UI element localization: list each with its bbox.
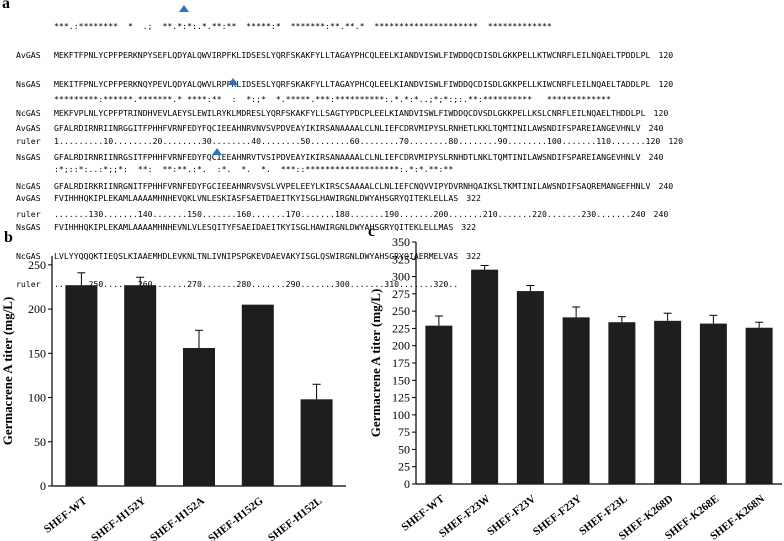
y-tick-label: 250 [28, 258, 46, 272]
seq-name: NcGAS [16, 250, 41, 261]
seq-end: 240 [648, 122, 664, 133]
bar [516, 291, 544, 484]
y-tick-label: 200 [392, 339, 410, 353]
chart-b: 0 50 100 150 200 250 Germacrene A titer (mg/L)… [0, 256, 346, 541]
sequence: FVIHHHQKIPLEKAMLAAAAMHNHEVQKLVNLESKIASFS… [54, 192, 459, 203]
y-tick-label: 75 [398, 425, 410, 439]
x-tick-label: SHEF-WT [42, 495, 90, 536]
mutation-marker-icon [212, 148, 222, 155]
x-tick-label: SHEF-H152G [206, 495, 266, 541]
conservation-line: *********:******.*******.* ****:** : *:;… [54, 94, 612, 105]
y-tick-label: 250 [392, 304, 410, 318]
y-tick-label: 325 [392, 252, 410, 266]
panel-a-label: a [2, 0, 10, 12]
ruler: .......250.......260.......270.......280… [54, 279, 459, 290]
y-tick-label: 225 [392, 321, 410, 335]
sequence-alignment: ***.:******** * .; **.*:*:.*.**:** *****… [16, 0, 683, 289]
bar [300, 399, 333, 486]
seq-name: NcGAS [16, 107, 41, 118]
y-axis-label: Germacrene A titer (mg/L) [370, 289, 383, 438]
bar [183, 348, 215, 486]
sequence: GFALRDIRNRIINRGGITFPHHFVRNFEDYFQCIEEAHNR… [54, 122, 641, 133]
seq-end: 322 [461, 221, 477, 232]
x-tick-label: SHEF-H152A [148, 495, 207, 541]
seq-end: 240 [658, 180, 674, 191]
conservation-line: :*;::*:..:*;;*: **: **:**.:*. :*. *. *. … [54, 164, 454, 175]
conservation-line: ***.:******** * .; **.*:*:.*.**:** *****… [54, 21, 552, 32]
alignment-block-2: *********:******.*******.* ****:** : *:;… [16, 76, 673, 239]
bar [608, 322, 636, 484]
ruler-name: ruler [16, 136, 41, 147]
bar [745, 327, 773, 484]
sequence: GFALRDIRKRIINRGNITFPHHFVRNFEDYFGCIEEAHNR… [54, 180, 651, 191]
x-tick-label: SHEF-F23W [437, 493, 493, 540]
ruler-name: ruler [16, 279, 41, 290]
bar [124, 285, 157, 486]
sequence: MEKFTFPNLYCPFPERKNPYSEFLQDYALQWVIRPFKLID… [54, 49, 651, 60]
bar [654, 320, 682, 484]
sequence: FVIHHHQKIPLEKAMLAAAAMHNHEVNLVLESQITYFSAE… [54, 221, 454, 232]
y-tick-label: 125 [392, 391, 410, 405]
chart-c: 0 25 50 75 100 125 150 175 200 225 250 275 300 325 350… [370, 236, 782, 541]
seq-name: NsGAS [16, 78, 41, 89]
seq-name: NsGAS [16, 221, 41, 232]
bar [425, 325, 453, 484]
ruler: 1.........10........20........30........… [54, 136, 661, 147]
bar [562, 317, 590, 484]
y-tick-label: 275 [392, 287, 410, 301]
sequence: MEKFVPLNLYCPFPTRINDHVEVLAEYSLEWILRYKLMDR… [54, 107, 646, 118]
seq-end: 120 [658, 49, 674, 60]
y-tick-label: 50 [34, 435, 46, 449]
seq-end: 240 [648, 151, 664, 162]
seq-end: 120 [653, 107, 669, 118]
seq-end: 322 [466, 192, 481, 203]
alignment-block-1: ***.:******** * .; **.*:*:.*.**:** *****… [16, 3, 683, 166]
bar [471, 269, 499, 484]
seq-end: 240 [653, 209, 669, 220]
panel-c-label: c [368, 223, 376, 240]
y-tick-label: 25 [398, 460, 410, 474]
seq-name: NsGAS [16, 151, 41, 162]
sequence: MEKITFPNLYCPFPERKNQYPEVLQDYALQWVLRPFKLID… [54, 78, 651, 89]
y-tick-label: 100 [392, 408, 410, 422]
y-tick-label: 175 [392, 356, 410, 370]
seq-name: AvGAS [16, 49, 41, 60]
sequence: GFALRDIRNRIINRGSITFPHHFVRNFEDYFQCIEEAHNR… [54, 151, 641, 162]
x-tick-label: SHEF-H152L [266, 495, 324, 541]
x-tick-label: SHEF-F23Y [531, 493, 584, 538]
y-tick-label: 200 [28, 302, 46, 316]
seq-name: AvGAS [16, 192, 41, 203]
x-tick-label: SHEF-H152Y [89, 495, 148, 541]
mutation-marker-icon [179, 5, 189, 12]
ruler: .......130.......140.......150.......160… [54, 209, 646, 220]
mutation-marker-icon [228, 78, 238, 85]
bar [241, 304, 274, 486]
seq-end: 120 [658, 78, 674, 89]
y-tick-label: 300 [392, 270, 410, 284]
x-tick-label: SHEF-F23V [485, 493, 538, 538]
alignment-block-3: :*;::*:..:*;;*: **: **:**.:*. :*. *. *. … [16, 146, 481, 309]
y-tick-label: 350 [392, 236, 410, 249]
y-tick-label: 0 [40, 479, 46, 493]
seq-end: 120 [668, 136, 684, 147]
y-tick-label: 150 [28, 346, 46, 360]
y-axis-label: Germacrene A titer (mg/L) [0, 297, 15, 446]
sequence: LVLYYQQQKTIEQSLKIAAEMHDLEVKNLTNLIVNIPSPG… [54, 250, 459, 261]
y-tick-label: 100 [28, 391, 46, 405]
y-tick-label: 150 [392, 373, 410, 387]
seq-name: AvGAS [16, 122, 41, 133]
y-tick-label: 0 [404, 477, 410, 491]
bar [65, 285, 98, 486]
panel-b-label: b [4, 229, 13, 246]
bar [699, 323, 727, 484]
ruler-name: ruler [16, 209, 41, 220]
seq-name: NcGAS [16, 180, 41, 191]
y-tick-label: 50 [398, 442, 410, 456]
seq-end: 322 [466, 250, 481, 261]
